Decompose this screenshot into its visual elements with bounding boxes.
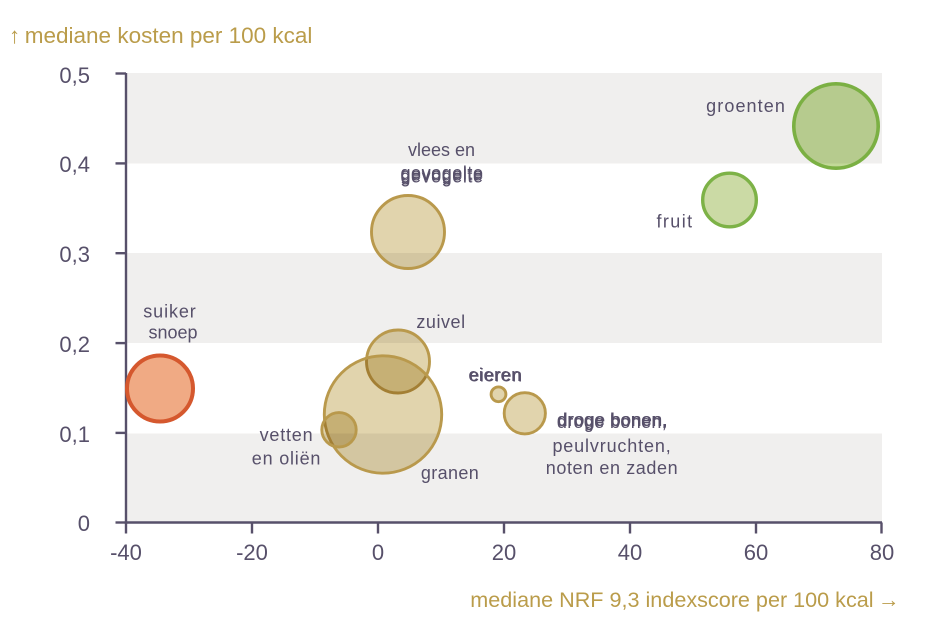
- svg-text:0,1: 0,1: [59, 422, 90, 447]
- svg-text:gevogelte: gevogelte: [400, 163, 483, 183]
- svg-text:-20: -20: [236, 540, 268, 565]
- svg-text:gevogelte: gevogelte: [400, 166, 483, 186]
- svg-text:20: 20: [492, 540, 516, 565]
- svg-text:vetten: vetten: [260, 425, 314, 445]
- svg-text:gevogelte: gevogelte: [400, 165, 483, 185]
- svg-text:40: 40: [618, 540, 642, 565]
- svg-text:en oliën: en oliën: [252, 449, 321, 469]
- svg-text:granen: granen: [421, 463, 479, 483]
- svg-text:suiker: suiker: [143, 302, 196, 322]
- svg-text:eieren: eieren: [468, 365, 521, 385]
- svg-text:80: 80: [870, 540, 894, 565]
- svg-text:snoep: snoep: [148, 323, 197, 343]
- svg-text:groenten: groenten: [706, 96, 786, 116]
- svg-text:↑ mediane kosten per 100 kcal: ↑ mediane kosten per 100 kcal: [9, 23, 312, 48]
- svg-text:mediane NRF 9,3 indexscore per: mediane NRF 9,3 indexscore per 100 kcal …: [470, 587, 899, 612]
- svg-text:peulvruchten,: peulvruchten,: [552, 436, 671, 456]
- svg-text:0: 0: [372, 540, 384, 565]
- svg-text:0,2: 0,2: [59, 332, 90, 357]
- svg-text:vlees en: vlees en: [408, 140, 475, 160]
- svg-text:droge bonen,: droge bonen,: [557, 410, 667, 430]
- svg-text:noten en zaden: noten en zaden: [546, 458, 679, 478]
- svg-text:0: 0: [78, 511, 90, 536]
- svg-text:0,4: 0,4: [59, 152, 90, 177]
- svg-text:0,3: 0,3: [59, 242, 90, 267]
- svg-text:0,5: 0,5: [59, 63, 90, 88]
- svg-text:fruit: fruit: [656, 212, 693, 232]
- svg-text:zuivel: zuivel: [416, 312, 465, 332]
- svg-text:-40: -40: [110, 540, 142, 565]
- svg-text:60: 60: [744, 540, 768, 565]
